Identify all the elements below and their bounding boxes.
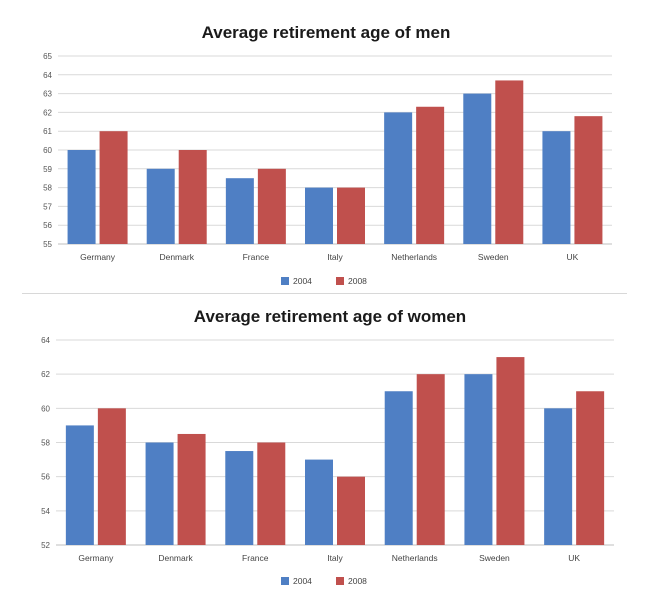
chart-women: Average retirement age of women 52 54 56 58… [0, 294, 665, 602]
x-tick-label: UK [567, 252, 579, 262]
x-tick-label: UK [568, 553, 580, 563]
chart-divider [22, 293, 627, 294]
bar-2008-netherlands [416, 374, 445, 545]
bar-2008-italy [337, 187, 365, 244]
x-tick-label: Italy [327, 252, 343, 262]
chart-title: Average retirement age of men [202, 23, 451, 42]
bar-2004-italy [305, 459, 333, 545]
legend-swatch-2008 [336, 577, 344, 585]
y-tick-label: 65 [43, 52, 52, 61]
bar-2008-sweden [496, 357, 525, 545]
bar-2008-sweden [495, 80, 524, 244]
bar-2004-uk [542, 131, 571, 244]
x-tick-label: Germany [78, 553, 114, 563]
legend-swatch-2004 [281, 277, 289, 285]
y-tick-label: 58 [41, 439, 50, 448]
bar-2008-germany [97, 408, 126, 545]
x-tick-label: Netherlands [392, 553, 438, 563]
bar-2008-denmark [177, 433, 206, 545]
y-tick-label: 62 [43, 108, 52, 117]
chart-men-svg: Average retirement age of men 55 56 57 58 59… [43, 23, 612, 286]
y-tick-label: 57 [43, 202, 52, 211]
bar-2004-netherlands [384, 391, 413, 545]
legend-label: 2004 [293, 576, 312, 586]
bar-2008-germany [99, 131, 128, 244]
y-tick-label: 58 [43, 184, 52, 193]
chart-title: Average retirement age of women [194, 307, 466, 326]
y-tick-label: 61 [43, 127, 52, 136]
bar-2004-denmark [146, 168, 175, 244]
y-tick-label: 52 [41, 541, 50, 550]
x-tick-label: Denmark [158, 553, 193, 563]
bar-2004-denmark [145, 442, 174, 545]
x-tick-label: Italy [327, 553, 343, 563]
legend-swatch-2004 [281, 577, 289, 585]
y-tick-label: 54 [41, 507, 50, 516]
bar-2004-france [225, 451, 254, 545]
legend-swatch-2008 [336, 277, 344, 285]
y-tick-label: 60 [41, 404, 50, 413]
bar-2008-uk [576, 391, 605, 545]
bar-2004-germany [67, 150, 96, 244]
y-tick-label: 64 [43, 71, 52, 80]
y-tick-label: 56 [43, 221, 52, 230]
bar-2004-netherlands [384, 112, 413, 245]
bar-2004-france [225, 178, 254, 244]
bar-2008-france [257, 168, 286, 244]
x-tick-label: France [242, 553, 269, 563]
x-tick-label: Netherlands [391, 252, 437, 262]
chart-women-svg: Average retirement age of women 52 54 56 58… [41, 307, 614, 586]
y-tick-label: 64 [41, 336, 50, 345]
bar-2004-germany [65, 425, 94, 545]
bar-2004-sweden [463, 93, 492, 244]
x-tick-label: Denmark [159, 252, 194, 262]
bar-2004-italy [305, 187, 333, 244]
y-tick-label: 60 [43, 146, 52, 155]
bar-2008-denmark [178, 150, 207, 244]
chart-men: Average retirement age of men 55 56 57 58 59… [0, 0, 665, 293]
legend-label: 2008 [348, 276, 367, 286]
bar-2004-sweden [464, 374, 493, 545]
bar-2004-uk [544, 408, 573, 545]
legend-label: 2004 [293, 276, 312, 286]
bar-2008-italy [337, 476, 365, 545]
bar-2008-uk [574, 116, 603, 244]
legend-label: 2008 [348, 576, 367, 586]
x-tick-label: Sweden [478, 252, 509, 262]
y-tick-label: 55 [43, 240, 52, 249]
bar-2008-netherlands [416, 106, 445, 244]
x-tick-label: Germany [80, 252, 116, 262]
y-tick-label: 56 [41, 473, 50, 482]
bar-2008-france [257, 442, 286, 545]
x-tick-label: Sweden [479, 553, 510, 563]
y-tick-label: 59 [43, 165, 52, 174]
y-tick-label: 63 [43, 90, 52, 99]
x-tick-label: France [243, 252, 270, 262]
y-tick-label: 62 [41, 370, 50, 379]
